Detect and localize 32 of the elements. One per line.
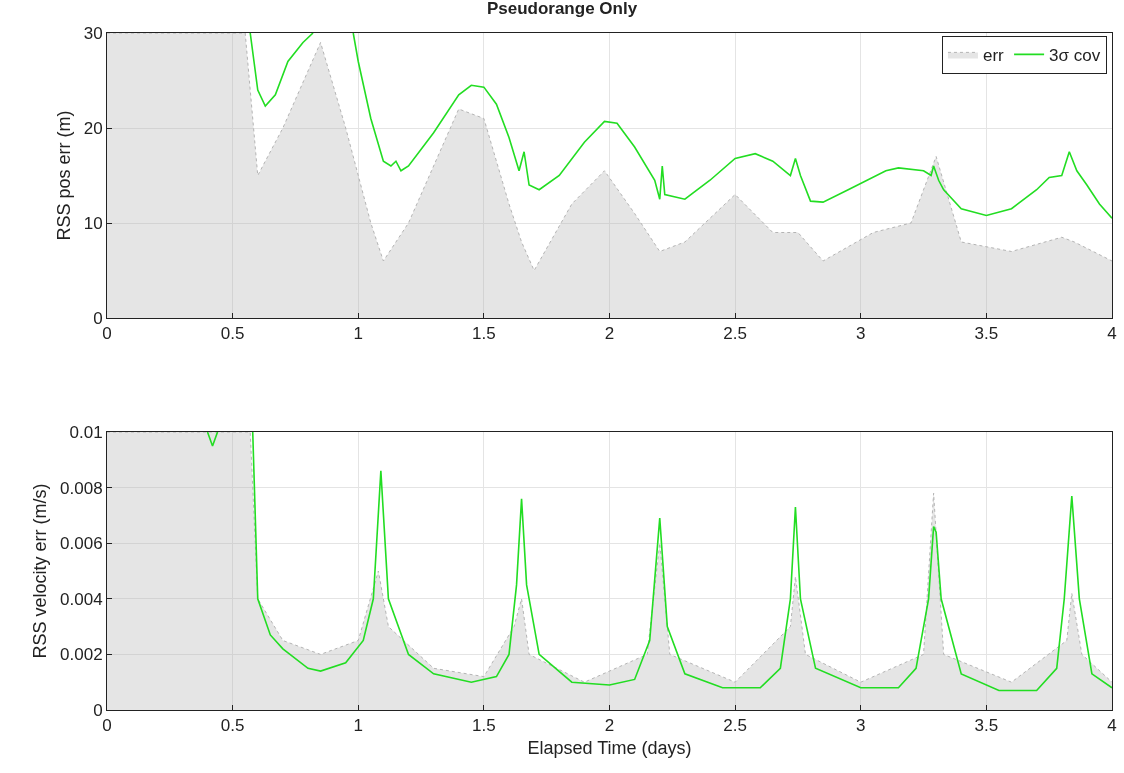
x-tick-label: 3 (856, 324, 866, 344)
x-tick-label: 3.5 (974, 716, 999, 736)
y-tick-label: 20 (83, 118, 103, 138)
y-tick-label: 0.004 (60, 589, 103, 609)
y-tick-label: 30 (83, 23, 103, 43)
x-tick-label: 4 (1107, 716, 1117, 736)
legend-label: 3σ cov (1049, 46, 1101, 66)
x-tick-label: 2.5 (723, 324, 747, 344)
y-tick-label: 10 (83, 213, 103, 233)
y-tick-label: 0.002 (60, 645, 103, 665)
x-tick-label: 1.5 (472, 324, 496, 344)
y-axis-title: RSS pos err (m) (53, 110, 74, 241)
x-tick-label: 1.5 (472, 716, 496, 736)
x-tick-label: 1 (353, 324, 363, 344)
y-tick-label: 0 (93, 700, 103, 720)
x-tick-label: 0.5 (220, 716, 245, 736)
x-tick-label: 3 (856, 716, 866, 736)
y-tick-label: 0.006 (60, 534, 103, 554)
x-tick-label: 2 (604, 324, 615, 344)
y-tick-label: 0.008 (60, 478, 103, 498)
chart-title: Pseudorange Only (486, 0, 638, 18)
y-tick-label: 0.01 (69, 422, 103, 442)
x-tick-label: 2 (604, 716, 615, 736)
x-tick-label: 0.5 (220, 324, 245, 344)
x-tick-label: 3.5 (974, 324, 999, 344)
x-tick-label: 2.5 (723, 716, 747, 736)
x-tick-label: 1 (353, 716, 363, 736)
x-tick-label: 4 (1107, 324, 1117, 344)
y-axis-title: RSS velocity err (m/s) (30, 483, 51, 659)
legend-label: err (982, 46, 1005, 66)
x-axis-title: Elapsed Time (days) (527, 737, 692, 758)
y-tick-label: 0 (93, 308, 103, 328)
